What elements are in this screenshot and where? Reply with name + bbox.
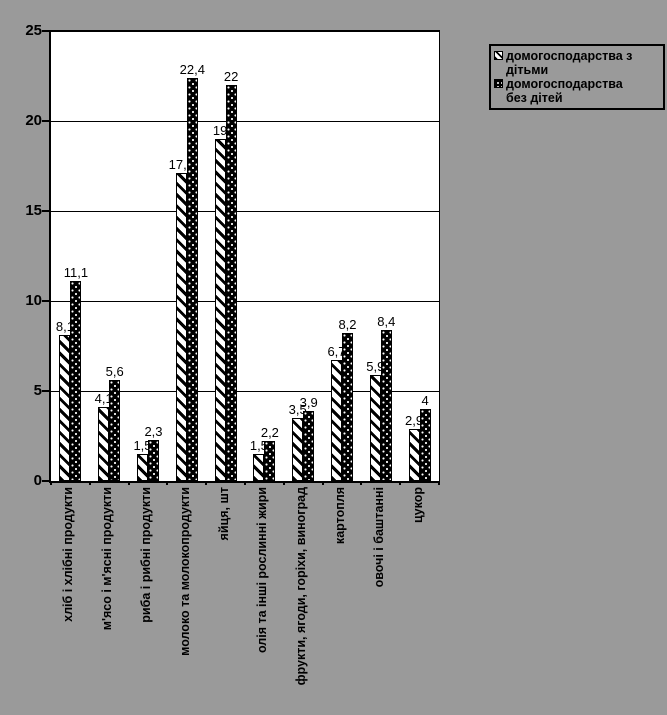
x-axis-tick [282,481,285,485]
x-axis-tick [50,481,52,485]
x-axis-tick [438,481,440,485]
value-label-series2: 4 [421,393,429,408]
value-label-series2: 2,3 [144,423,163,439]
x-axis-tick [166,481,169,485]
value-label-series1: 1,5 [249,438,268,453]
bar-series1 [369,374,381,481]
y-axis-tick [42,300,49,302]
y-axis-label: 10 [25,292,42,309]
bar-series1 [292,418,304,481]
value-label-series1: 4,1 [94,391,113,407]
x-axis-tick [244,481,246,485]
bar-series2 [148,439,159,481]
bar-series2 [264,441,276,481]
legend-label: домогосподарства з дітьми [506,49,633,77]
bar-series2 [70,281,82,481]
plot-area: 8,1 11,1 4,1 5,6 1,5 2,3 17,1 22,4 19 22 1,5 2,2 3,5… [49,30,440,483]
y-axis-tick [42,390,49,392]
y-axis-tick [42,480,49,482]
bar-series2 [186,77,198,481]
gridline [51,391,439,392]
bar-series1 [98,407,110,481]
bar-series1 [137,454,148,481]
y-axis-tick [42,120,49,122]
value-label-series2: 3,9 [299,394,318,410]
category-label: овочі і баштанні [371,487,386,588]
value-label-series2: 11,1 [63,265,89,281]
bar-series2 [342,333,353,481]
category-label: цукор [410,487,425,523]
x-axis-tick [127,481,130,485]
y-axis-tick [42,210,49,212]
y-axis-label: 25 [25,22,42,39]
gridline [51,211,439,212]
x-axis-tick [399,481,402,485]
x-axis-tick [88,481,91,485]
value-label-series1: 3,5 [288,402,307,417]
y-axis-label: 15 [25,202,42,219]
category-label: риба і рибні продукти [139,487,153,623]
value-label-series2: 8,2 [338,317,357,333]
bar-series2 [303,410,315,481]
bar-series2 [225,85,237,481]
value-label-series2: 22,4 [179,61,205,77]
legend-marker-dots-icon [494,79,503,88]
bar-series1 [331,360,342,481]
y-axis-label: 5 [33,382,42,399]
gridline [51,301,439,302]
x-axis-tick [360,481,363,485]
category-label: олія та інші рослинні жири [255,487,270,654]
value-label-series1: 6,7 [327,344,346,360]
y-axis-tick [42,30,49,32]
bar-series1 [214,139,226,481]
value-label-series1: 5,9 [366,358,385,374]
value-label-series2: 2,2 [260,425,279,441]
bar-series1 [408,428,420,481]
legend-marker-hatch-icon [494,51,503,60]
bar-series2 [109,380,121,481]
bar-series1 [175,173,187,481]
y-axis-label: 0 [33,472,42,489]
bar-series2 [419,409,431,481]
category-label: картопля [333,487,347,545]
category-label: фрукти, ягоди, горіхи, виноград [294,487,309,686]
value-label-series1: 8,1 [55,319,74,335]
value-label-series2: 8,4 [377,313,396,329]
category-label: м'ясо і м'ясні продукти [100,487,115,631]
bar-series1 [253,454,265,481]
bar-series1 [59,335,71,481]
category-label: хліб і хлібні продукти [61,487,76,622]
legend-label: домогосподарства без дітей [506,77,623,105]
value-label-series2: 5,6 [105,364,124,380]
x-axis-tick [205,481,208,485]
legend: домогосподарства з дітьми домогосподарст… [489,44,665,110]
value-label-series1: 1,5 [133,438,152,453]
gridline [51,121,439,122]
legend-item-with-children: домогосподарства з дітьми [493,49,661,77]
bar-series2 [380,329,392,481]
category-label: яйця, шт [216,487,231,541]
value-label-series1: 2,9 [405,412,424,428]
y-axis-label: 20 [25,112,42,129]
legend-item-without-children: домогосподарства без дітей [493,77,661,105]
value-label-series1: 19 [212,123,228,138]
gridline [51,31,439,32]
value-label-series2: 22 [223,69,239,84]
category-label: молоко та молокопродукти [177,487,192,656]
x-axis-tick [321,481,324,485]
